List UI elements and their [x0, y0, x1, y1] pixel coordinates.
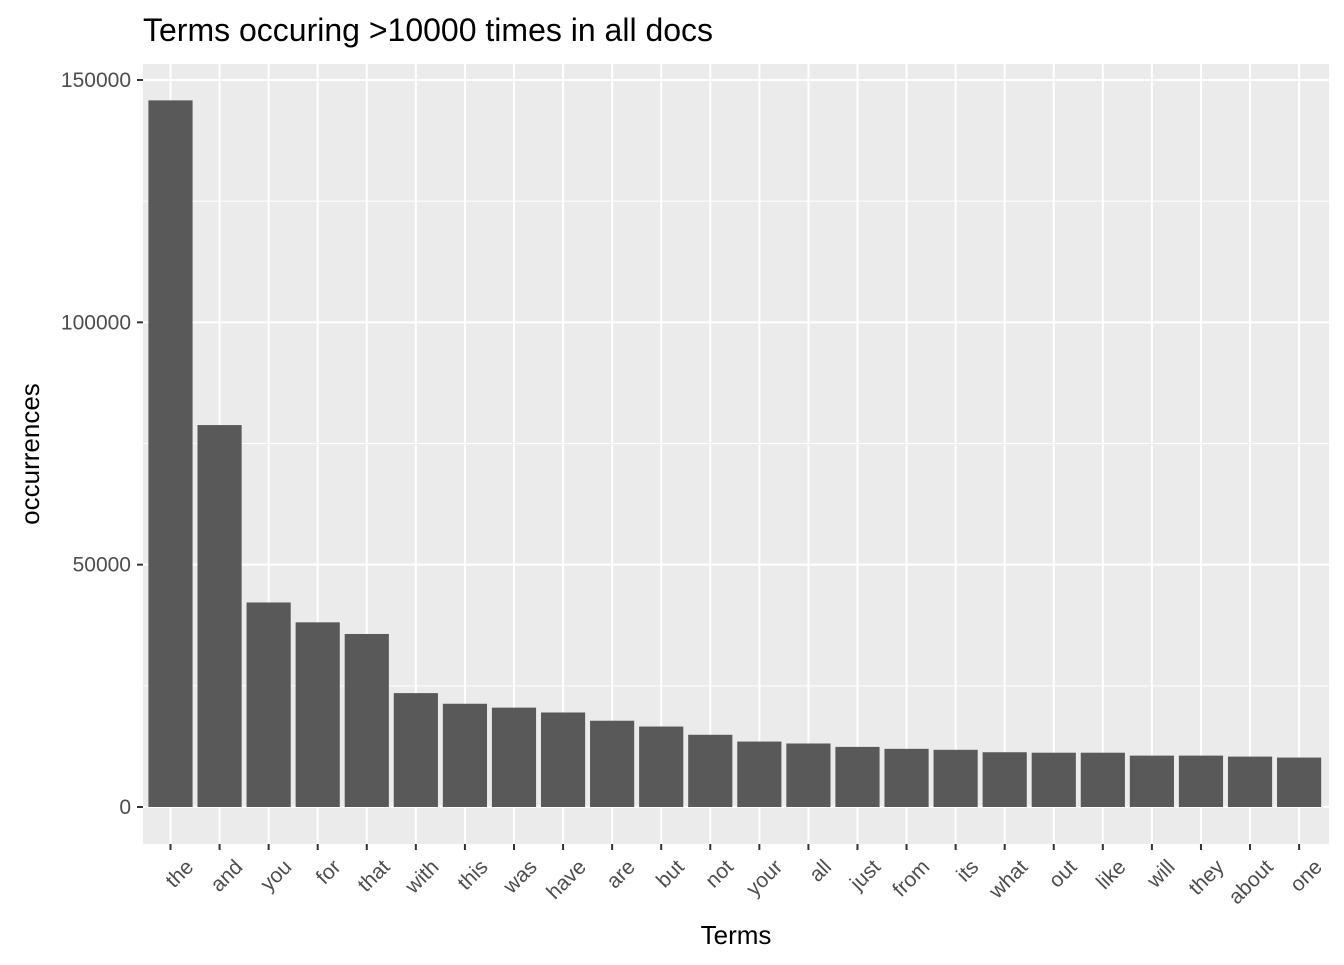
bar-but — [639, 726, 684, 807]
bar-its — [933, 749, 978, 807]
bar-this — [442, 703, 488, 807]
bar-have — [540, 712, 586, 807]
y-tick-label: 0 — [119, 796, 131, 819]
x-tick-label: they — [1184, 855, 1229, 900]
x-tick-label: this — [453, 855, 492, 894]
bar-what — [982, 752, 1027, 807]
bar-with — [393, 693, 438, 807]
x-tick-label: like — [1092, 855, 1131, 894]
y-tick-label: 50000 — [73, 554, 131, 577]
bar-for — [295, 622, 340, 807]
chart-title: Terms occuring >10000 times in all docs — [143, 12, 713, 48]
x-tick-label: about — [1224, 855, 1278, 909]
x-tick-label: but — [652, 855, 689, 892]
bar-out — [1031, 752, 1076, 807]
bar-all — [786, 743, 831, 807]
bar-and — [197, 425, 242, 807]
x-tick-label: you — [256, 855, 296, 895]
x-axis-title: Terms — [701, 920, 772, 950]
bar-you — [246, 602, 291, 807]
bar-one — [1277, 757, 1322, 807]
x-tick-label: what — [984, 855, 1032, 903]
x-tick-label: that — [353, 855, 394, 896]
x-tick-label: your — [742, 855, 787, 900]
bar-they — [1178, 755, 1224, 807]
x-tick-label: the — [161, 855, 198, 892]
bar-that — [344, 633, 389, 807]
x-tick-label: out — [1045, 855, 1082, 892]
x-tick-label: from — [888, 855, 934, 901]
x-tick-label: for — [312, 855, 346, 889]
bar-from — [884, 748, 929, 807]
y-axis-title: occurrences — [15, 383, 45, 525]
x-tick-label: will — [1142, 855, 1180, 893]
x-tick-label: was — [498, 855, 541, 898]
x-axis: the and you for that with this was have are but not… — [161, 844, 1327, 909]
x-tick-label: with — [400, 855, 443, 898]
x-tick-label: have — [542, 855, 590, 903]
x-tick-label: one — [1286, 855, 1327, 896]
bar-your — [737, 741, 782, 807]
y-tick-label: 100000 — [61, 311, 131, 334]
bars — [148, 100, 1322, 807]
bar-just — [835, 746, 880, 807]
x-tick-label: all — [805, 855, 836, 886]
bar-not — [688, 734, 733, 807]
y-axis: 0 50000 100000 150000 — [61, 69, 143, 819]
bar-like — [1080, 752, 1125, 807]
bar-are — [590, 720, 635, 807]
bar-the — [148, 100, 193, 807]
y-tick-label: 150000 — [61, 69, 131, 92]
x-tick-label: its — [952, 855, 983, 886]
x-tick-label: and — [206, 855, 247, 896]
x-tick-label: are — [602, 855, 640, 893]
bar-will — [1129, 755, 1174, 807]
bar-was — [491, 707, 537, 807]
x-tick-label: just — [845, 855, 885, 895]
x-tick-label: not — [701, 855, 738, 892]
bar-about — [1227, 756, 1273, 807]
plot-panel — [143, 64, 1329, 844]
